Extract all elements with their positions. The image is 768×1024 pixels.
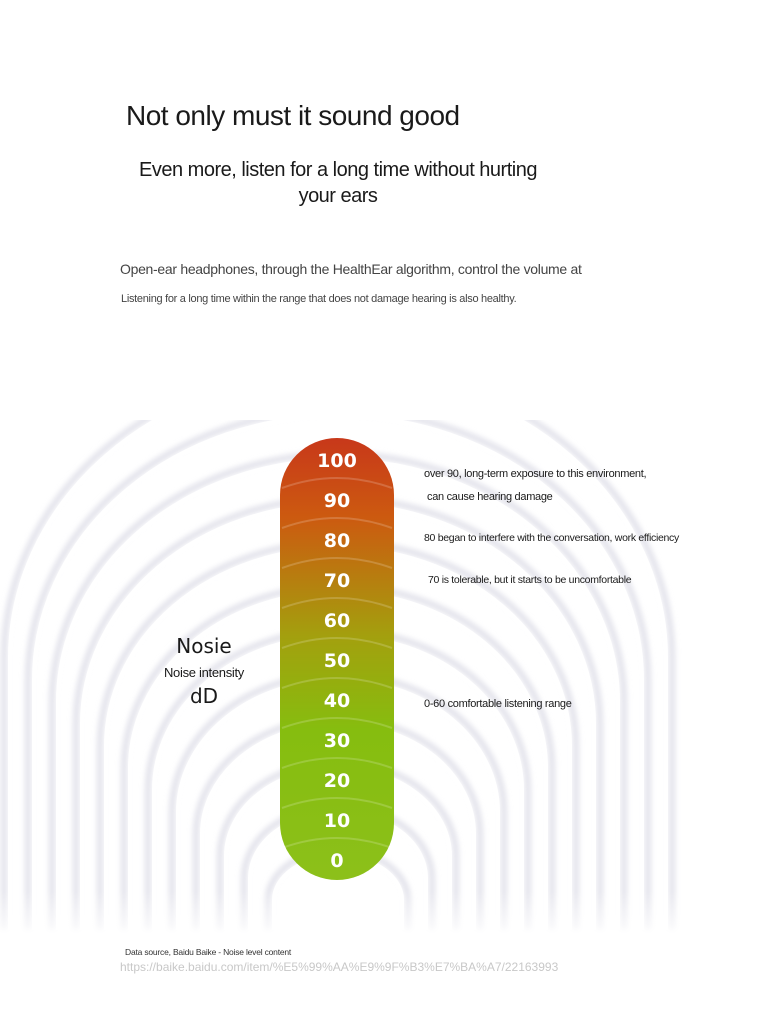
note-at-80: 80 began to interfere with the conversat…	[424, 532, 679, 544]
note-over-90-line-1: over 90, long-term exposure to this envi…	[424, 468, 647, 480]
wave-arc	[25, 420, 651, 930]
segment-divider	[281, 477, 393, 489]
segment-divider	[281, 637, 393, 649]
level-label-90: 90	[324, 490, 350, 512]
level-label-50: 50	[324, 650, 350, 672]
note-over-90-line-2: can cause hearing damage	[427, 491, 553, 503]
wave-arc-highlight	[32, 420, 644, 930]
level-bar-fill	[280, 438, 394, 880]
axis-unit: dD	[189, 684, 219, 708]
level-label-10: 10	[324, 810, 350, 832]
wave-arc-highlight	[8, 420, 668, 930]
level-label-80: 80	[324, 530, 350, 552]
note-range-0-60: 0-60 comfortable listening range	[424, 698, 572, 710]
data-source: Data source, Baidu Baike - Noise level c…	[125, 947, 292, 957]
segment-divider	[281, 597, 393, 609]
axis-name: Nosie	[176, 634, 232, 658]
segment-divider	[281, 797, 393, 809]
page-subtitle: Even more, listen for a long time withou…	[139, 159, 537, 207]
level-label-40: 40	[324, 690, 350, 712]
level-label-0: 0	[330, 850, 343, 872]
level-label-100: 100	[317, 450, 357, 472]
segment-divider	[281, 757, 393, 769]
segment-divider	[281, 517, 393, 529]
level-bar	[280, 438, 394, 880]
segment-divider	[281, 677, 393, 689]
axis-subtitle: Noise intensity	[163, 665, 245, 680]
segment-divider	[281, 837, 393, 849]
wave-arc	[1, 420, 675, 930]
description-line-1: Open-ear headphones, through the HealthE…	[120, 261, 582, 277]
level-label-20: 20	[324, 770, 350, 792]
segment-divider	[281, 557, 393, 569]
level-label-30: 30	[324, 730, 350, 752]
description-line-2: Listening for a long time within the ran…	[121, 293, 517, 305]
source-url: https://baike.baidu.com/item/%E5%99%AA%E…	[120, 960, 559, 974]
segment-divider	[281, 717, 393, 729]
level-label-60: 60	[324, 610, 350, 632]
note-at-70: 70 is tolerable, but it starts to be unc…	[428, 574, 632, 586]
level-label-70: 70	[324, 570, 350, 592]
page-title: Not only must it sound good	[126, 100, 460, 131]
